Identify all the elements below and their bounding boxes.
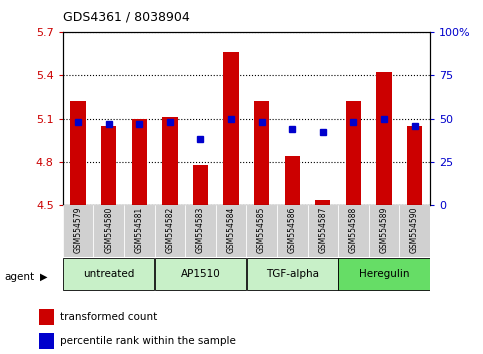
Text: untreated: untreated (83, 269, 134, 279)
Bar (71, 101, 86, 205)
Bar (277, 205, 308, 257)
Text: GSM554586: GSM554586 (288, 207, 297, 253)
Text: GSM554584: GSM554584 (227, 207, 236, 253)
Text: TGF-alpha: TGF-alpha (266, 269, 319, 279)
Text: GSM554587: GSM554587 (318, 207, 327, 253)
Bar (63, 258, 154, 290)
Bar (155, 258, 246, 290)
Bar (223, 52, 239, 205)
Text: GSM554583: GSM554583 (196, 207, 205, 253)
Text: ▶: ▶ (40, 272, 47, 282)
Text: GSM554588: GSM554588 (349, 207, 358, 253)
Bar (93, 205, 124, 257)
Bar (284, 156, 300, 205)
Bar (346, 101, 361, 205)
Text: transformed count: transformed count (60, 312, 157, 322)
Bar (124, 205, 155, 257)
Bar (369, 205, 399, 257)
Text: GSM554585: GSM554585 (257, 207, 266, 253)
Bar (308, 205, 338, 257)
Bar (315, 200, 330, 205)
Text: GSM554582: GSM554582 (165, 207, 174, 253)
Bar (246, 205, 277, 257)
Bar (131, 119, 147, 205)
Bar (39, 309, 54, 325)
Text: percentile rank within the sample: percentile rank within the sample (60, 336, 236, 346)
Text: GSM554580: GSM554580 (104, 207, 113, 253)
Text: Heregulin: Heregulin (359, 269, 409, 279)
Text: GDS4361 / 8038904: GDS4361 / 8038904 (63, 10, 189, 23)
Bar (338, 205, 369, 257)
Bar (101, 126, 116, 205)
Text: GSM554579: GSM554579 (73, 207, 83, 253)
Bar (407, 126, 422, 205)
Text: AP1510: AP1510 (181, 269, 220, 279)
Bar (216, 205, 246, 257)
Bar (399, 205, 430, 257)
Bar (63, 205, 93, 257)
Bar (339, 258, 429, 290)
Bar (376, 72, 392, 205)
Bar (247, 258, 338, 290)
Bar (193, 165, 208, 205)
Bar (254, 101, 270, 205)
Bar (162, 117, 177, 205)
Text: GSM554590: GSM554590 (410, 207, 419, 253)
Bar (185, 205, 216, 257)
Text: GSM554581: GSM554581 (135, 207, 144, 253)
Bar (155, 205, 185, 257)
Text: GSM554589: GSM554589 (380, 207, 388, 253)
Bar (39, 333, 54, 349)
Text: agent: agent (5, 272, 35, 282)
